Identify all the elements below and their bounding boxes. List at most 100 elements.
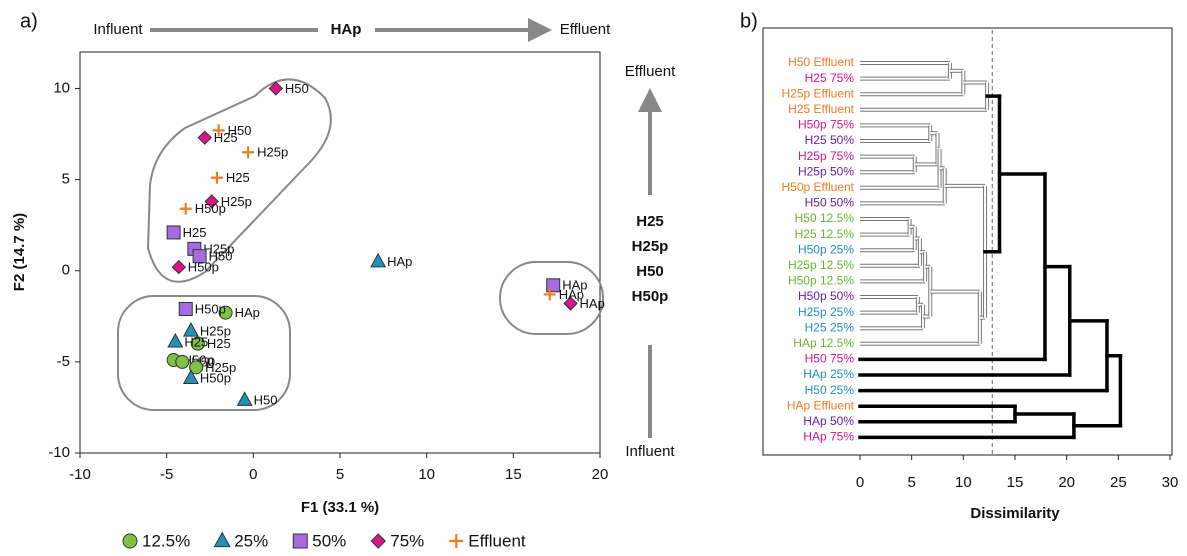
legend-marker <box>370 533 386 549</box>
point <box>197 130 213 145</box>
annotation: H50p <box>632 288 669 305</box>
point <box>543 288 556 301</box>
annotation: Effluent <box>560 21 611 38</box>
point-label: HAp <box>559 287 584 302</box>
point <box>182 369 199 384</box>
point-label: H25 <box>184 334 208 349</box>
point-label: H25 <box>207 336 231 351</box>
leaf-label: H50p 50% <box>798 289 854 303</box>
x-tick-label: 15 <box>1007 474 1024 491</box>
point <box>178 302 193 317</box>
leaf-label: H25 Effluent <box>788 102 854 116</box>
point-label: H50 <box>285 81 309 96</box>
leaf-label: H50 25% <box>805 383 855 397</box>
point <box>182 322 199 337</box>
annotation: H25p <box>632 238 669 255</box>
legend-marker <box>292 533 308 549</box>
point <box>236 391 253 406</box>
leaf-label: HAp 25% <box>803 367 854 381</box>
y-tick-label: 0 <box>62 262 70 279</box>
cluster-outline <box>146 78 332 283</box>
legend-label: 12.5% <box>142 531 190 550</box>
leaf-label: H25 12.5% <box>795 227 855 241</box>
annotation: Influent <box>625 443 675 460</box>
x-tick-label: 15 <box>505 466 522 483</box>
point-label: HAp <box>562 278 587 293</box>
y-axis-title: F2 (14.7 %) <box>11 213 28 291</box>
point <box>370 252 387 268</box>
point <box>212 124 225 137</box>
leaf-label: H50p 75% <box>798 118 854 132</box>
annotation: Influent <box>93 21 143 38</box>
legend-marker <box>449 534 464 548</box>
leaf-label: HAp Effluent <box>787 398 855 412</box>
panel-label: b) <box>740 10 758 32</box>
point-label: HAp <box>235 305 260 320</box>
legend-label: 25% <box>234 531 268 550</box>
x-tick-label: 20 <box>592 466 609 483</box>
x-tick-label: -10 <box>69 466 91 483</box>
leaf-label: H25p Effluent <box>782 86 855 100</box>
point-label: H50p <box>200 371 231 386</box>
point-label: H25p <box>221 194 252 209</box>
point <box>242 146 255 159</box>
point-label: H25 <box>183 225 207 240</box>
leaf-label: H25 25% <box>805 320 855 334</box>
y-tick-label: 10 <box>53 79 70 96</box>
point-label: HAp <box>387 254 412 269</box>
leaf-label: H50p 12.5% <box>788 274 854 288</box>
annotation: HAp <box>331 21 362 38</box>
point <box>190 336 205 351</box>
x-tick-label: 5 <box>907 474 915 491</box>
leaf-label: H25p 75% <box>798 149 854 163</box>
panel-label: a) <box>20 10 38 32</box>
legend-label: 75% <box>390 531 424 550</box>
point <box>218 305 233 320</box>
point-label: H50p <box>188 260 219 275</box>
x-tick-label: 25 <box>1110 474 1127 491</box>
x-tick-label: 0 <box>856 474 864 491</box>
point-label: HAp <box>580 296 605 311</box>
x-tick-label: 10 <box>955 474 972 491</box>
leaf-label: H25 75% <box>805 71 855 85</box>
annotation: H50 <box>636 263 664 280</box>
legend-label: Effluent <box>468 531 526 550</box>
point <box>192 249 207 264</box>
point <box>179 202 192 215</box>
point <box>171 259 187 275</box>
leaf-label: H50 12.5% <box>795 211 855 225</box>
point <box>189 360 204 375</box>
point <box>268 81 284 96</box>
point-label: H50p <box>195 201 226 216</box>
point-label: H25p <box>257 145 288 160</box>
annotation: H25 <box>636 213 664 230</box>
leaf-label: H50 50% <box>805 196 855 210</box>
y-tick-label: 5 <box>62 171 70 188</box>
leaf-label: HAp 50% <box>803 414 854 428</box>
leaf-label: H25 50% <box>805 133 855 147</box>
annotation: Effluent <box>625 63 676 80</box>
leaf-label: H50 Effluent <box>788 55 854 69</box>
leaf-label: H25p 12.5% <box>788 258 854 272</box>
leaf-label: HAp 75% <box>803 430 854 444</box>
x-tick-label: 5 <box>336 466 344 483</box>
legend-marker <box>122 533 138 549</box>
point-label: H25p <box>203 241 234 256</box>
point-label: H50 <box>254 393 278 408</box>
leaf-label: H25p 50% <box>798 164 854 178</box>
point-label: H50 <box>228 123 252 138</box>
cluster-outline <box>117 295 291 411</box>
leaf-label: H25p 25% <box>798 305 854 319</box>
point-label: H25 <box>226 170 250 185</box>
point-label: H25p <box>205 360 236 375</box>
point <box>204 194 219 209</box>
legend-marker <box>213 531 231 548</box>
leaf-label: H50 75% <box>805 352 855 366</box>
cluster-outline <box>499 261 604 335</box>
x-axis-title: F1 (33.1 %) <box>301 499 379 516</box>
x-tick-label: 20 <box>1058 474 1075 491</box>
y-tick-label: -5 <box>57 353 70 370</box>
point <box>563 296 578 311</box>
